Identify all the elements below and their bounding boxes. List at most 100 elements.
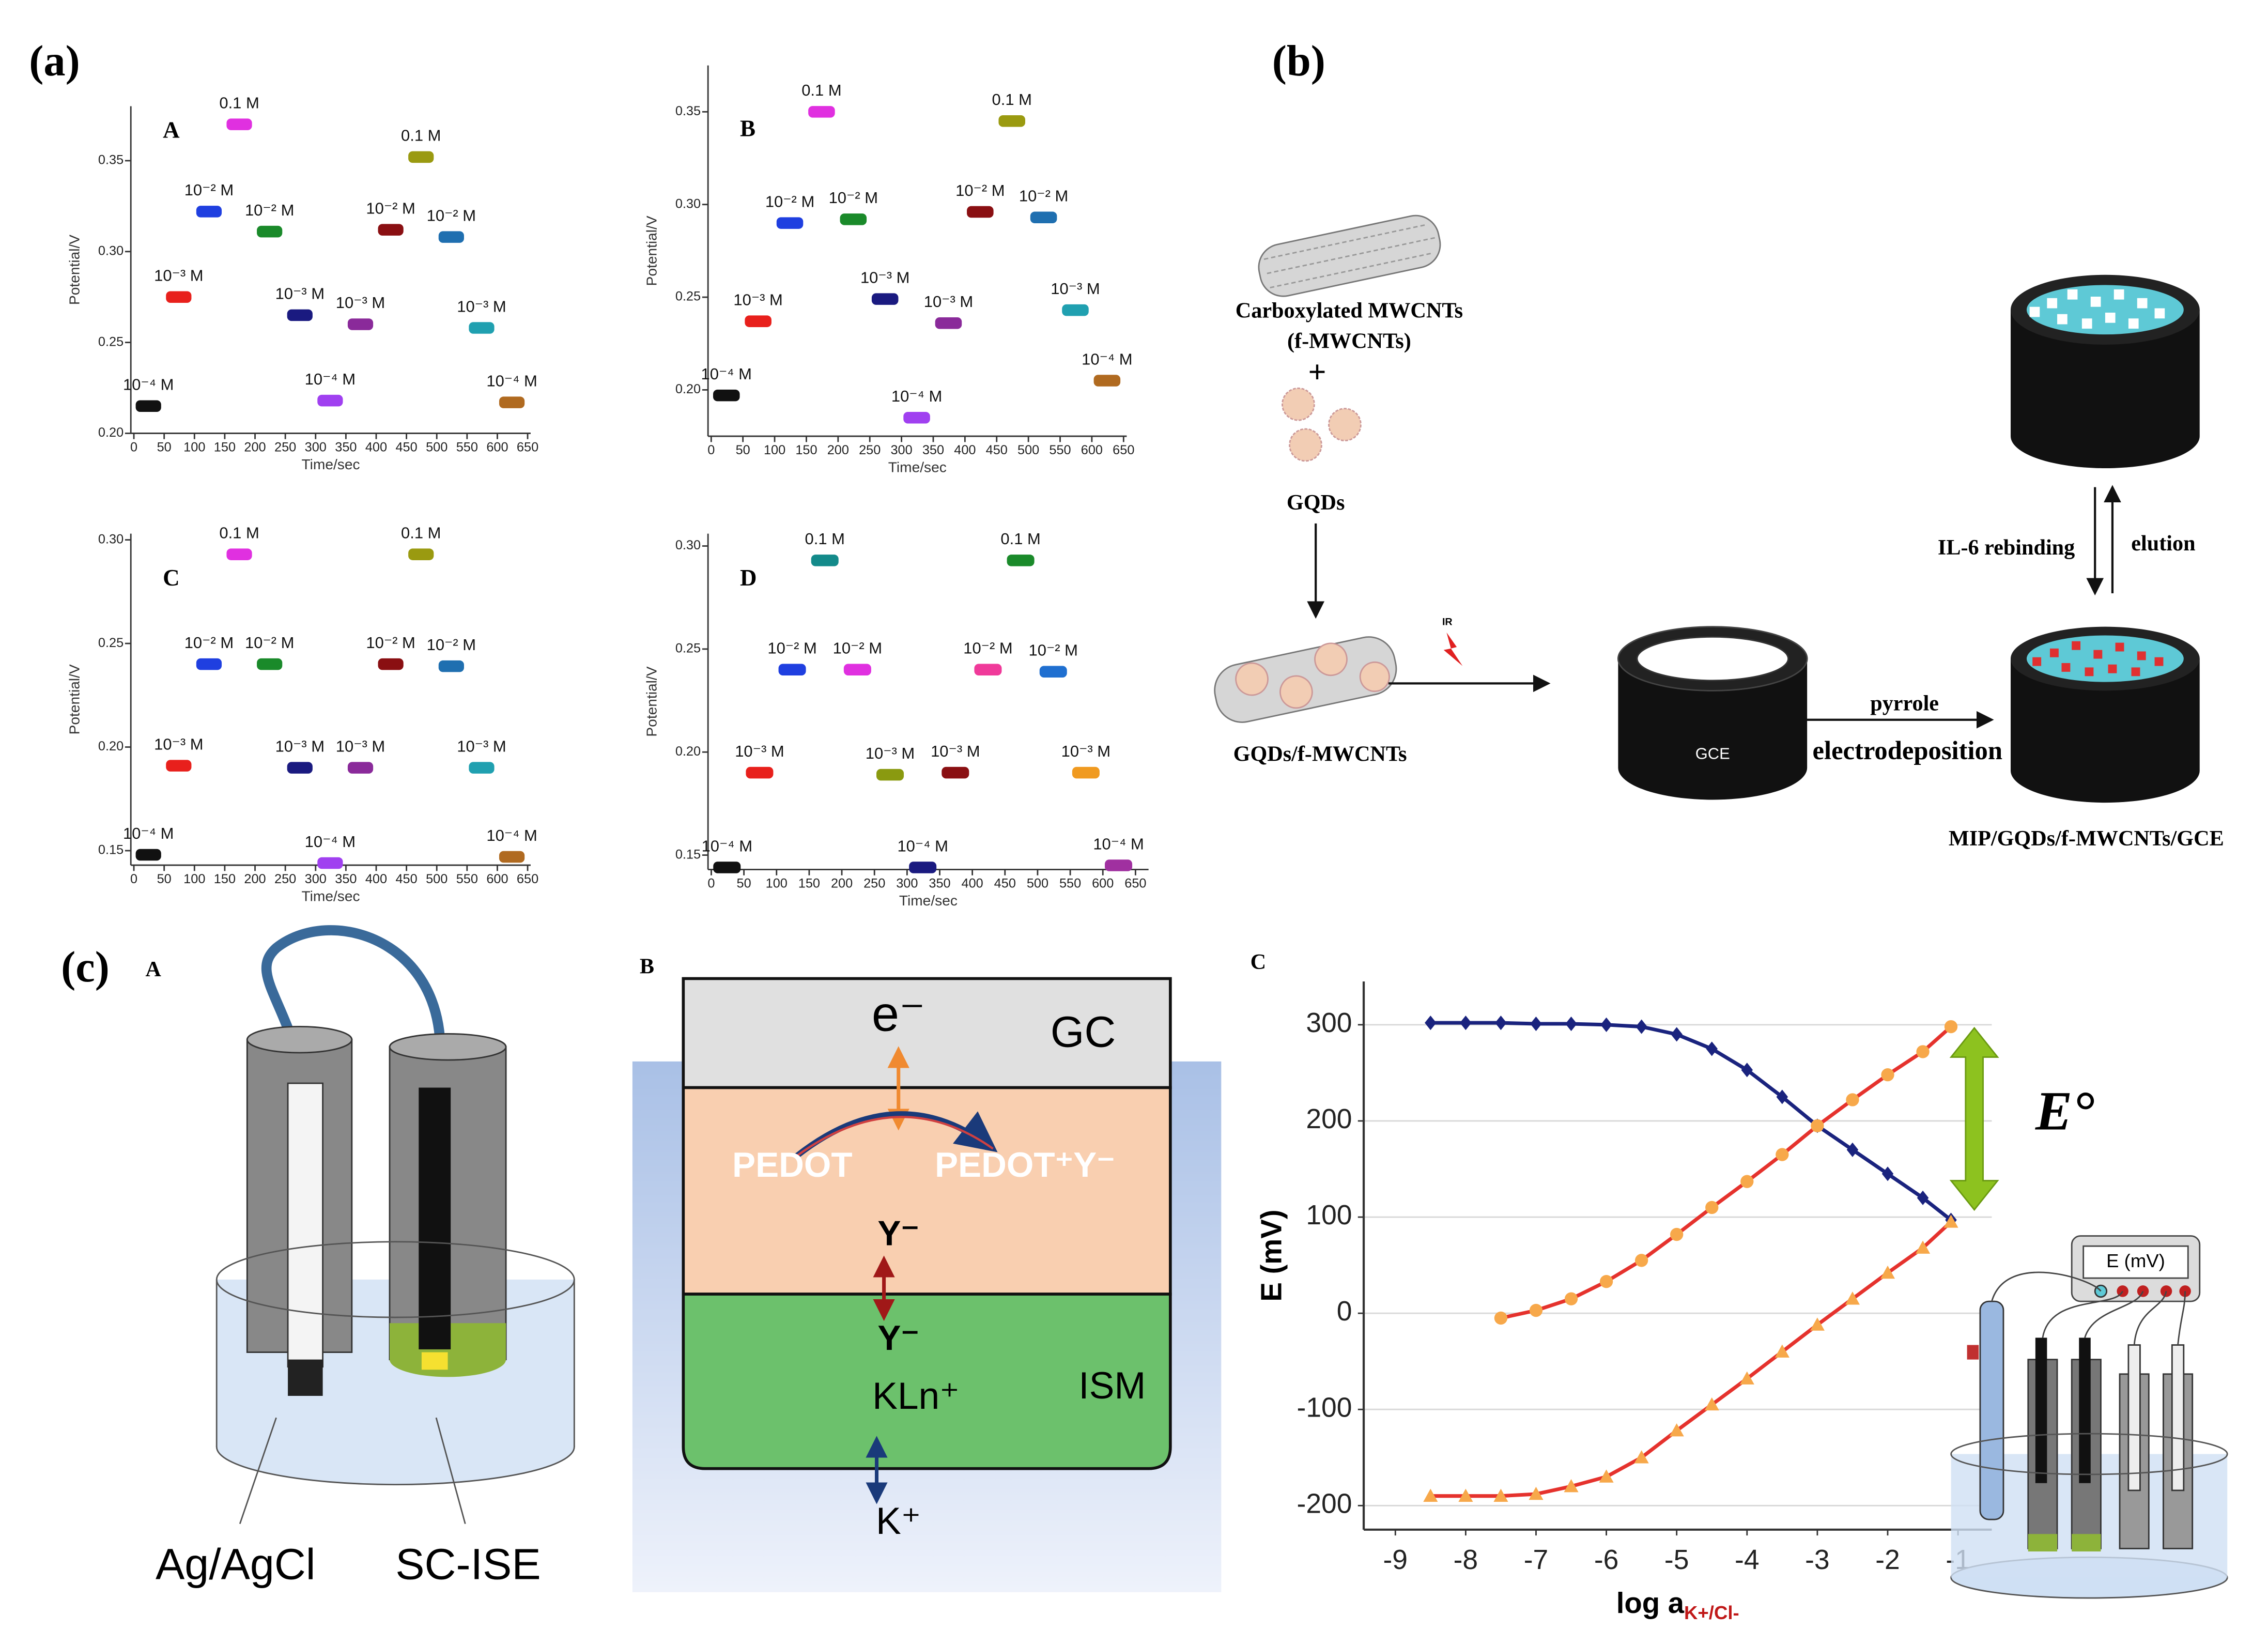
x-tick-label: 550 — [456, 440, 478, 454]
segment — [378, 658, 404, 670]
segment — [974, 664, 1002, 676]
y-axis-label: Potential/V — [67, 664, 83, 734]
segment — [713, 862, 741, 873]
y-tick-label: 200 — [1306, 1104, 1352, 1134]
x-axis-label: Time/sec — [302, 456, 360, 472]
segment — [1072, 766, 1100, 779]
segment — [1030, 211, 1057, 224]
segment-label: 10⁻² M — [427, 636, 476, 654]
beaker-rim — [215, 1241, 575, 1318]
meter-screen — [2082, 1245, 2189, 1279]
segment — [1105, 859, 1133, 871]
label: Ag/AgCl — [156, 1540, 316, 1588]
segment-label: 10⁻⁴ M — [897, 837, 948, 855]
y-tick-label: 100 — [1306, 1200, 1352, 1231]
nanotube — [1258, 214, 1441, 297]
label: K⁺ — [876, 1500, 921, 1542]
x-tick-label: 150 — [798, 876, 820, 890]
segment — [287, 309, 313, 321]
segment-label: 10⁻³ M — [860, 268, 909, 286]
segment — [226, 548, 252, 560]
chart: -200-1000100200300-9-8-7-6-5-4-3-2-1log … — [1251, 950, 1992, 1623]
segment — [317, 394, 343, 407]
segment — [1062, 304, 1089, 316]
marker — [1634, 1450, 1649, 1464]
segment — [196, 206, 222, 218]
x-tick-label: 400 — [365, 872, 387, 886]
marker — [1423, 1488, 1438, 1502]
segment — [998, 115, 1026, 127]
segment-label: 10⁻⁴ M — [486, 826, 537, 844]
label: electrodeposition — [1813, 736, 2002, 765]
marker — [1846, 1093, 1859, 1106]
x-tick-label: 600 — [1092, 876, 1114, 890]
segment-label: 10⁻⁴ M — [486, 372, 537, 390]
marker — [1845, 1291, 1860, 1305]
reference-top — [246, 1025, 353, 1054]
segment-label: 10⁻² M — [963, 639, 1012, 657]
segment — [196, 658, 222, 670]
x-tick-label: -3 — [1805, 1545, 1830, 1575]
segment — [1093, 375, 1121, 387]
x-tick-label: -5 — [1664, 1545, 1689, 1575]
sensor-tip — [421, 1352, 448, 1370]
reference-tip — [288, 1359, 323, 1396]
x-tick-label: 550 — [1049, 443, 1071, 457]
y-tick-label: 0.35 — [98, 153, 124, 167]
segment-label: 10⁻³ M — [275, 737, 325, 755]
segment — [408, 151, 434, 163]
marker — [1636, 1019, 1647, 1034]
segment-label: 10⁻³ M — [1051, 280, 1100, 298]
arrow-highlight — [796, 1116, 994, 1157]
x-tick-label: 600 — [486, 440, 508, 454]
diagram-b: Carboxylated MWCNTs (f-MWCNTs) + GQDs GQ… — [1214, 214, 2224, 851]
label: MIP/GQDs/f-MWCNTs/GCE — [1949, 826, 2224, 851]
segment — [909, 862, 937, 873]
segment — [876, 768, 904, 781]
segment-label: 10⁻⁴ M — [1082, 350, 1132, 368]
segment-label: 10⁻² M — [1029, 641, 1078, 659]
segment-label: 10⁻³ M — [275, 285, 325, 303]
label: GQDs — [1287, 490, 1345, 515]
charts: 0.20 0.25 0.30 0.35 0 50 100 150 200 250 300 350 400… — [67, 65, 1992, 1623]
segment — [469, 322, 495, 334]
label: elution — [2131, 531, 2195, 556]
segment — [713, 389, 740, 402]
segment — [1007, 555, 1035, 566]
segment-label: 10⁻⁴ M — [123, 824, 174, 842]
label: PEDOT⁺Y⁻ — [935, 1146, 1115, 1185]
x-tick-label: 450 — [986, 443, 1008, 457]
x-tick-label: 150 — [795, 443, 817, 457]
segment — [808, 106, 835, 118]
marker — [1846, 1142, 1859, 1157]
marker — [1741, 1063, 1753, 1078]
dot — [1289, 428, 1322, 462]
x-tick-label: 200 — [244, 872, 266, 886]
segment — [776, 217, 804, 229]
segment — [287, 762, 313, 774]
segment-label: 10⁻³ M — [1061, 742, 1110, 760]
x-tick-label: 100 — [764, 443, 785, 457]
segment — [903, 411, 930, 424]
panel-label: A — [163, 117, 180, 143]
segment-label: 10⁻² M — [833, 639, 882, 657]
segment-label: 10⁻³ M — [336, 737, 385, 755]
segment — [811, 555, 839, 566]
x-tick-label: 650 — [1113, 443, 1134, 457]
x-tick-label: 350 — [335, 872, 357, 886]
segment-label: 10⁻³ M — [457, 297, 506, 315]
label: IL-6 rebinding — [1938, 535, 2075, 560]
segment — [166, 291, 192, 303]
x-axis-label-main: log a — [1616, 1587, 1685, 1619]
segment — [317, 857, 343, 869]
marker — [1740, 1175, 1754, 1188]
marker — [1915, 1240, 1931, 1254]
electrode — [2011, 658, 2200, 803]
marker — [1600, 1017, 1612, 1032]
label: Y⁻ — [877, 1319, 919, 1358]
y-tick-label: 0.15 — [675, 847, 701, 862]
segment-label: 10⁻³ M — [457, 737, 506, 755]
leader — [239, 1417, 277, 1525]
segment — [257, 658, 283, 670]
label: ISM — [1078, 1364, 1146, 1407]
